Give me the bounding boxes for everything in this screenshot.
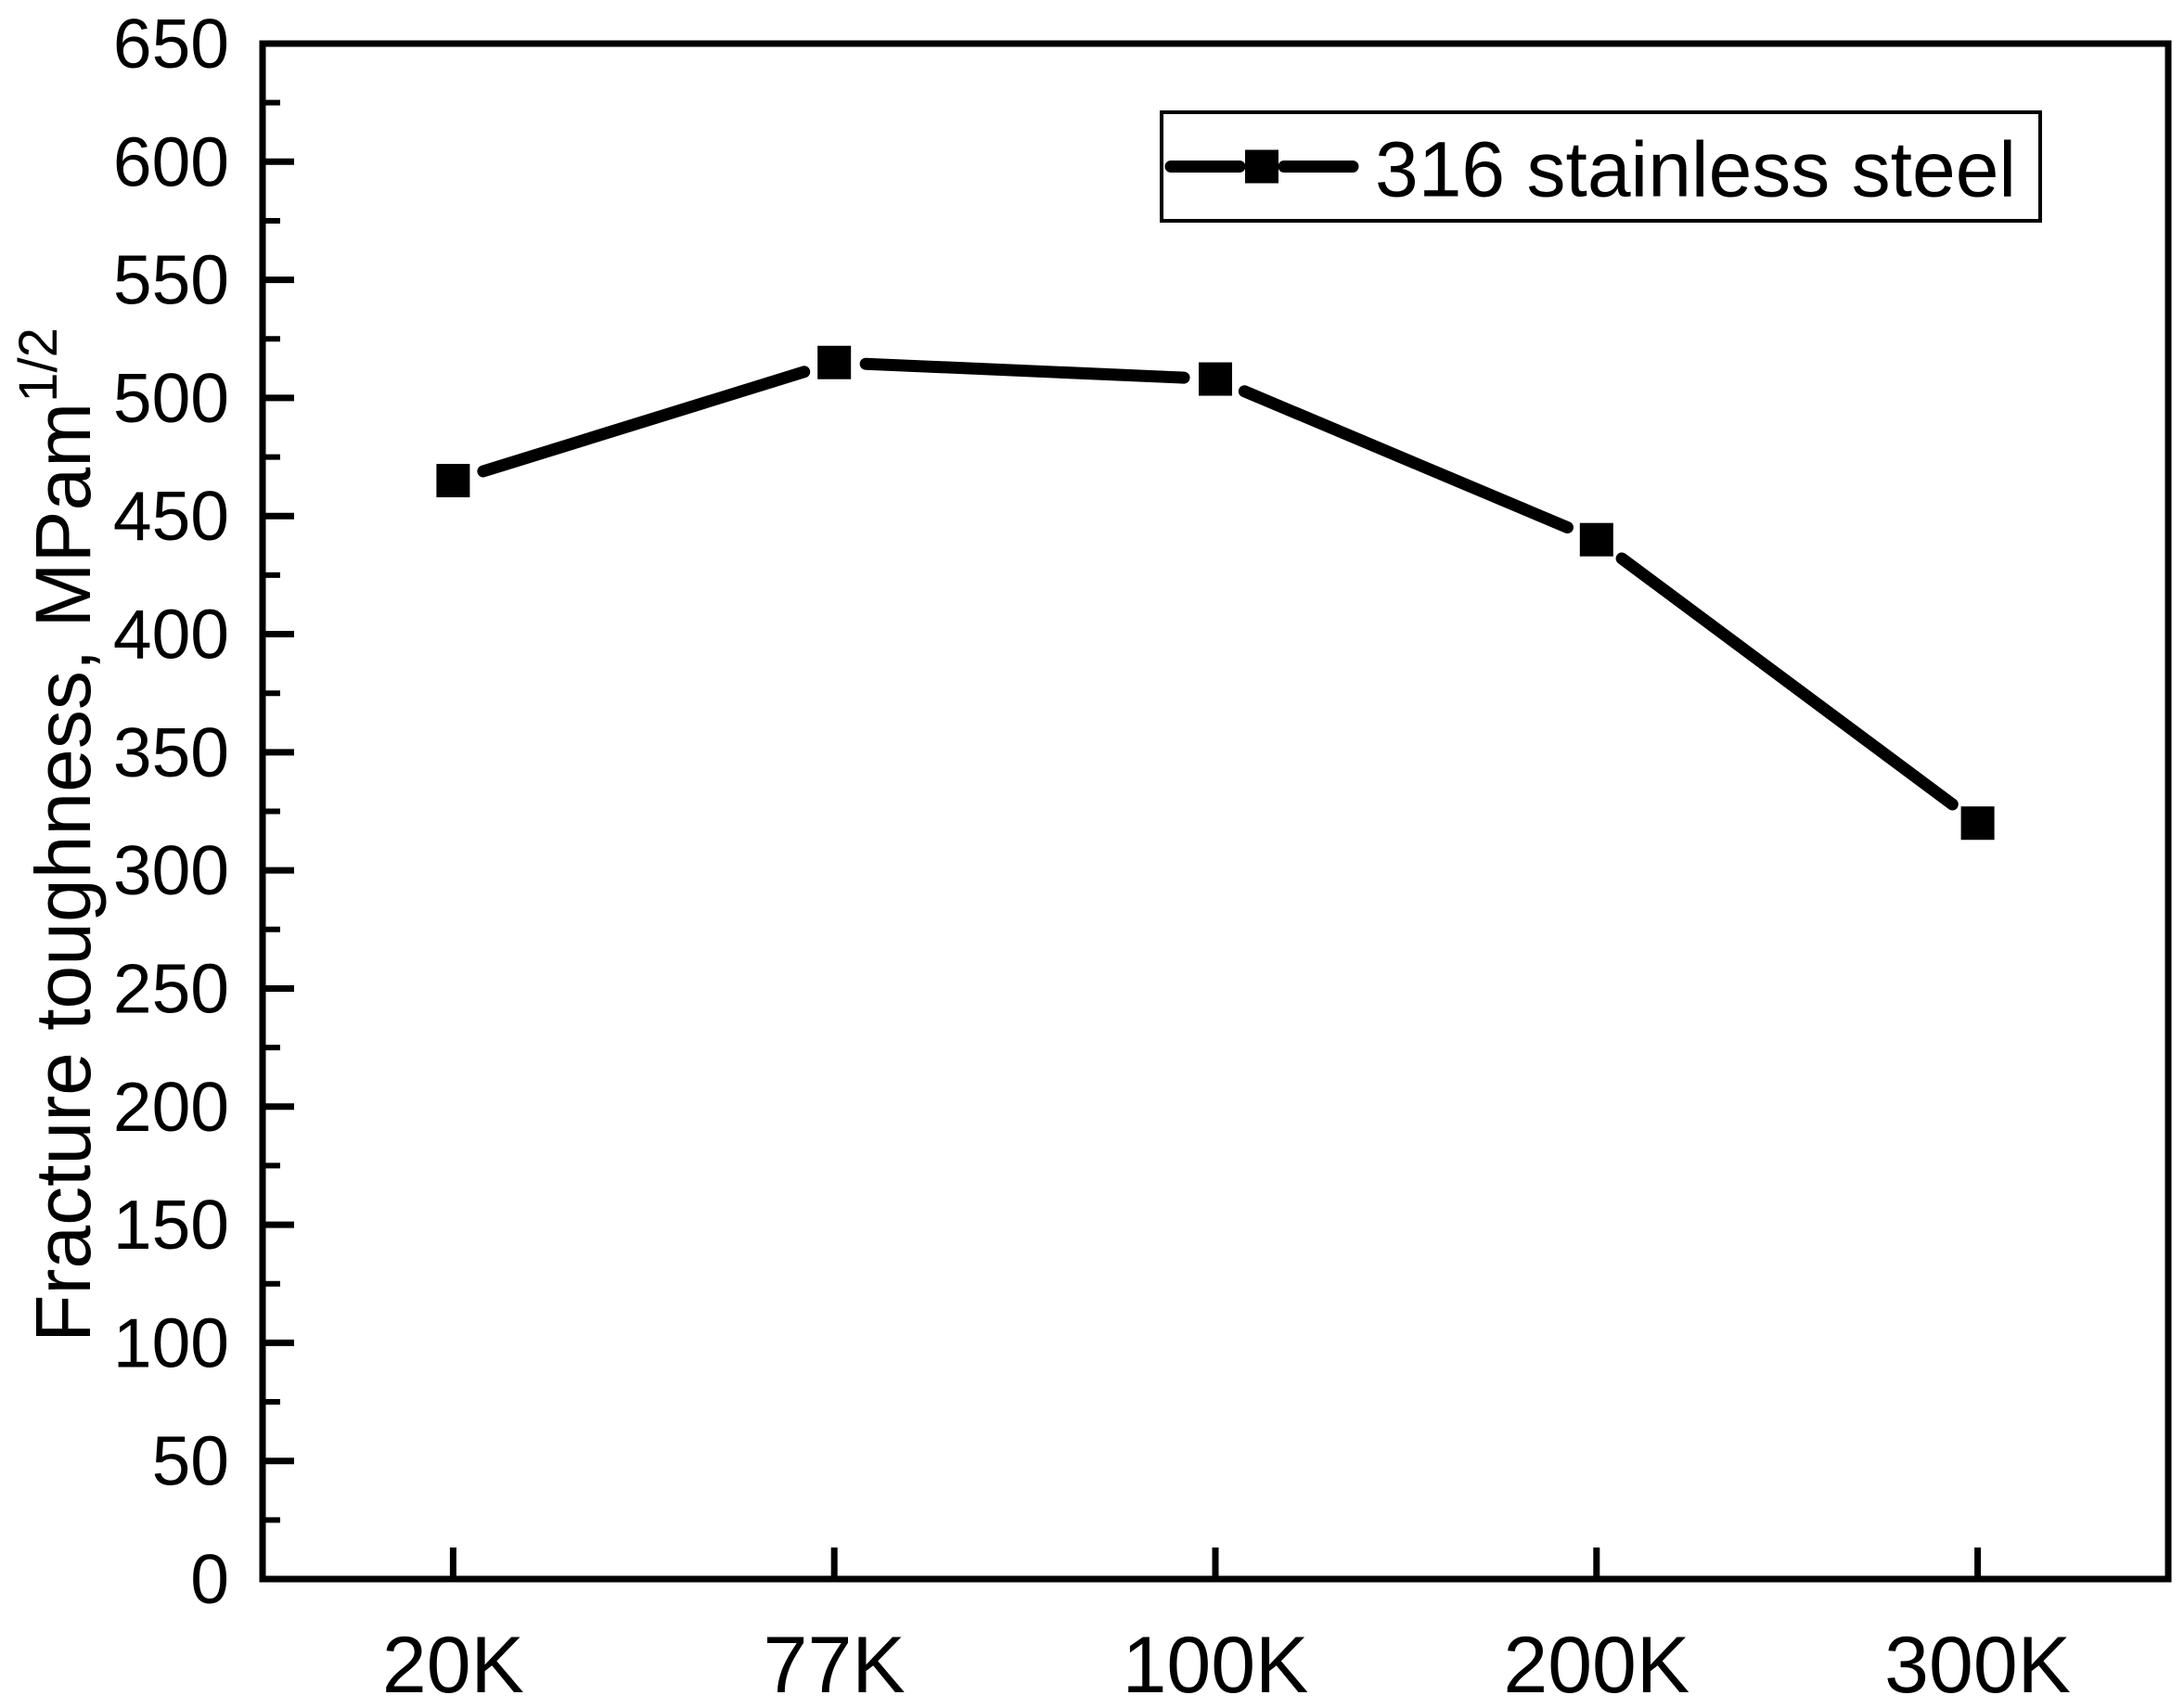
y-tick-label: 250 [113, 949, 229, 1027]
x-tick-label: 100K [1123, 1621, 1309, 1708]
data-point-marker [1960, 806, 1995, 841]
y-tick-label: 500 [113, 359, 229, 437]
legend-marker-sample [1245, 149, 1278, 184]
y-tick-label: 550 [113, 241, 229, 319]
x-tick-label: 300K [1884, 1621, 2071, 1708]
y-axis-title: Fracture toughness, MPam1/2 [8, 327, 107, 1342]
y-tick-label: 600 [113, 122, 229, 200]
y-tick-label: 100 [113, 1303, 229, 1381]
y-tick-label: 450 [113, 477, 229, 555]
y-tick-label: 300 [113, 831, 229, 909]
data-point-marker [817, 345, 852, 379]
y-tick-label: 650 [113, 5, 229, 83]
y-tick-label: 400 [113, 596, 229, 674]
legend-label: 316 stainless steel [1375, 126, 2016, 213]
x-tick-label: 200K [1503, 1621, 1689, 1708]
y-tick-label: 350 [113, 713, 229, 791]
data-point-marker [436, 464, 470, 498]
y-tick-label: 200 [113, 1068, 229, 1146]
series-line-segment [477, 366, 811, 478]
data-point-marker [1199, 362, 1232, 396]
x-tick-label: 77K [764, 1621, 906, 1708]
y-tick-label: 0 [190, 1540, 229, 1618]
y-tick-label: 50 [152, 1422, 229, 1500]
series-line-segment [1615, 552, 1959, 811]
series-line-segment [859, 357, 1190, 384]
legend-box [1160, 110, 2042, 223]
y-tick-label: 150 [113, 1186, 229, 1264]
x-tick-label: 20K [382, 1621, 524, 1708]
data-point-marker [1579, 522, 1613, 557]
series-line-segment [1238, 385, 1574, 533]
